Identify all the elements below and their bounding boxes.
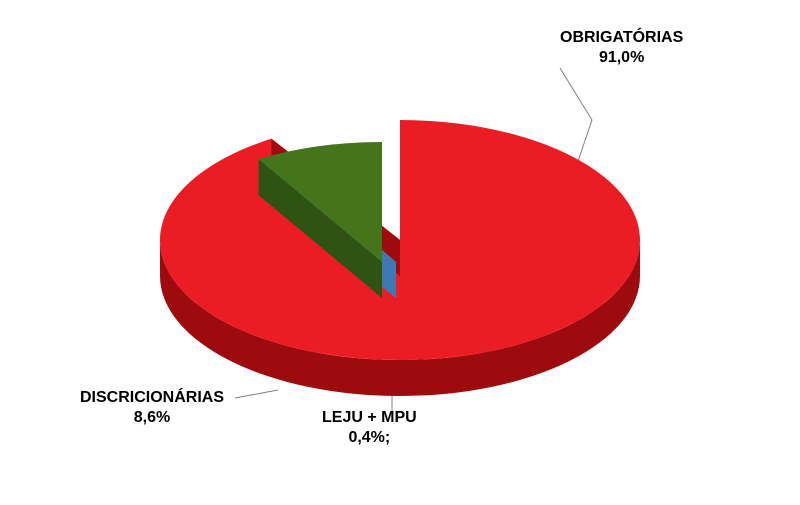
label-discricionarias: DISCRICIONÁRIAS 8,6% — [80, 388, 224, 428]
pie-chart: OBRIGATÓRIAS 91,0% LEJU + MPU 0,4%; DISC… — [0, 0, 800, 500]
label-leju-mpu-l1: LEJU + MPU — [322, 409, 417, 426]
label-leju-mpu-l2: 0,4%; — [348, 429, 390, 446]
label-leju-mpu: LEJU + MPU 0,4%; — [322, 408, 417, 448]
label-discricionarias-l2: 8,6% — [134, 409, 170, 426]
label-obrigatorias: OBRIGATÓRIAS 91,0% — [560, 28, 683, 68]
label-discricionarias-l1: DISCRICIONÁRIAS — [80, 389, 224, 406]
label-obrigatorias-l1: OBRIGATÓRIAS — [560, 29, 683, 46]
label-obrigatorias-l2: 91,0% — [599, 49, 644, 66]
